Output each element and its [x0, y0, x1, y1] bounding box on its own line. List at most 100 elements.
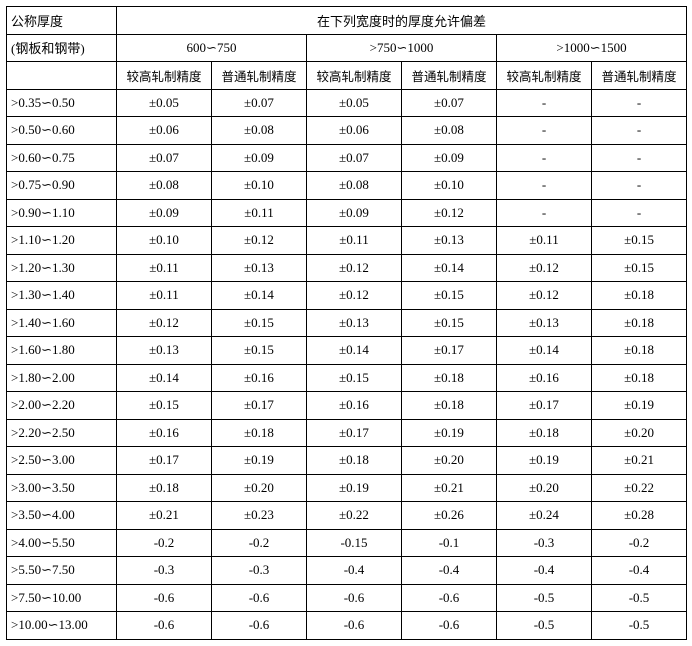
cell: ±0.12	[212, 227, 307, 255]
cell: ±0.21	[592, 447, 687, 475]
cell: ±0.18	[592, 364, 687, 392]
cell: ±0.14	[402, 254, 497, 282]
cell: ±0.18	[402, 392, 497, 420]
cell: -0.4	[307, 557, 402, 585]
table-row: >1.60∽1.80±0.13±0.15±0.14±0.17±0.14±0.18	[7, 337, 687, 365]
table-row: >3.50∽4.00±0.21±0.23±0.22±0.26±0.24±0.28	[7, 502, 687, 530]
cell: ±0.14	[497, 337, 592, 365]
cell: ±0.21	[117, 502, 212, 530]
cell: -0.2	[592, 529, 687, 557]
row-label: >0.60∽0.75	[7, 144, 117, 172]
cell: ±0.10	[212, 172, 307, 200]
cell: -0.5	[592, 584, 687, 612]
cell: ±0.19	[497, 447, 592, 475]
nominal-thickness-header-1: 公称厚度	[7, 7, 117, 35]
table-row: >1.10∽1.20±0.10±0.12±0.11±0.13±0.11±0.15	[7, 227, 687, 255]
row-label: >10.00∽13.00	[7, 612, 117, 640]
cell: ±0.14	[307, 337, 402, 365]
cell: -0.4	[592, 557, 687, 585]
table-row: >10.00∽13.00-0.6-0.6-0.6-0.6-0.5-0.5	[7, 612, 687, 640]
cell: ±0.20	[212, 474, 307, 502]
table-row: >0.90∽1.10±0.09±0.11±0.09±0.12--	[7, 199, 687, 227]
cell: ±0.17	[117, 447, 212, 475]
cell: -0.3	[212, 557, 307, 585]
cell: ±0.22	[307, 502, 402, 530]
cell: ±0.08	[117, 172, 212, 200]
table-row: >4.00∽5.50-0.2-0.2-0.15-0.1-0.3-0.2	[7, 529, 687, 557]
cell: -0.6	[402, 584, 497, 612]
table-row: >3.00∽3.50±0.18±0.20±0.19±0.21±0.20±0.22	[7, 474, 687, 502]
cell: -0.4	[402, 557, 497, 585]
cell: ±0.12	[497, 282, 592, 310]
cell: ±0.16	[307, 392, 402, 420]
cell: ±0.20	[592, 419, 687, 447]
cell: ±0.11	[307, 227, 402, 255]
cell: ±0.10	[402, 172, 497, 200]
cell: ±0.18	[592, 282, 687, 310]
cell: -0.6	[307, 584, 402, 612]
cell: ±0.14	[117, 364, 212, 392]
cell: -0.3	[497, 529, 592, 557]
table-row: >7.50∽10.00-0.6-0.6-0.6-0.6-0.5-0.5	[7, 584, 687, 612]
cell: ±0.09	[307, 199, 402, 227]
cell: ±0.17	[212, 392, 307, 420]
row-label: >3.00∽3.50	[7, 474, 117, 502]
cell: -	[592, 117, 687, 145]
cell: ±0.08	[402, 117, 497, 145]
cell: ±0.16	[497, 364, 592, 392]
cell: -0.6	[212, 612, 307, 640]
table-row: >2.20∽2.50±0.16±0.18±0.17±0.19±0.18±0.20	[7, 419, 687, 447]
cell: ±0.17	[497, 392, 592, 420]
cell: ±0.07	[402, 89, 497, 117]
cell: ±0.07	[117, 144, 212, 172]
cell: ±0.20	[497, 474, 592, 502]
row-label: >1.80∽2.00	[7, 364, 117, 392]
cell: ±0.12	[307, 254, 402, 282]
table-row: >0.35∽0.50±0.05±0.07±0.05±0.07--	[7, 89, 687, 117]
precision-norm-2: 普通轧制精度	[592, 62, 687, 90]
width-group-2: >1000∽1500	[497, 34, 687, 62]
cell: ±0.06	[117, 117, 212, 145]
cell: ±0.09	[402, 144, 497, 172]
cell: ±0.11	[212, 199, 307, 227]
cell: -0.3	[117, 557, 212, 585]
cell: -0.15	[307, 529, 402, 557]
cell: ±0.15	[117, 392, 212, 420]
cell: ±0.18	[212, 419, 307, 447]
cell: ±0.13	[117, 337, 212, 365]
cell: ±0.21	[402, 474, 497, 502]
cell: ±0.18	[497, 419, 592, 447]
cell: ±0.18	[117, 474, 212, 502]
table-row: >2.00∽2.20±0.15±0.17±0.16±0.18±0.17±0.19	[7, 392, 687, 420]
cell: ±0.22	[592, 474, 687, 502]
cell: ±0.15	[402, 309, 497, 337]
cell: ±0.09	[117, 199, 212, 227]
row-label: >0.75∽0.90	[7, 172, 117, 200]
cell: -0.6	[117, 612, 212, 640]
cell: ±0.09	[212, 144, 307, 172]
row-label: >5.50∽7.50	[7, 557, 117, 585]
cell: -	[497, 199, 592, 227]
table-row: >1.20∽1.30±0.11±0.13±0.12±0.14±0.12±0.15	[7, 254, 687, 282]
cell: ±0.08	[212, 117, 307, 145]
nominal-thickness-header-2: (钢板和钢带)	[7, 34, 117, 62]
width-group-1: >750∽1000	[307, 34, 497, 62]
table-row: >0.75∽0.90±0.08±0.10±0.08±0.10--	[7, 172, 687, 200]
cell: -0.6	[307, 612, 402, 640]
table-row: >1.40∽1.60±0.12±0.15±0.13±0.15±0.13±0.18	[7, 309, 687, 337]
table-row: >2.50∽3.00±0.17±0.19±0.18±0.20±0.19±0.21	[7, 447, 687, 475]
table-row: >0.60∽0.75±0.07±0.09±0.07±0.09--	[7, 144, 687, 172]
precision-high-0: 较高轧制精度	[117, 62, 212, 90]
cell: ±0.16	[117, 419, 212, 447]
cell: -0.2	[117, 529, 212, 557]
cell: -0.6	[402, 612, 497, 640]
cell: ±0.19	[592, 392, 687, 420]
cell: -	[592, 172, 687, 200]
cell: ±0.11	[117, 282, 212, 310]
row-label: >2.20∽2.50	[7, 419, 117, 447]
cell: ±0.15	[592, 254, 687, 282]
cell: ±0.17	[402, 337, 497, 365]
cell: ±0.10	[117, 227, 212, 255]
blank-header	[7, 62, 117, 90]
row-label: >1.30∽1.40	[7, 282, 117, 310]
